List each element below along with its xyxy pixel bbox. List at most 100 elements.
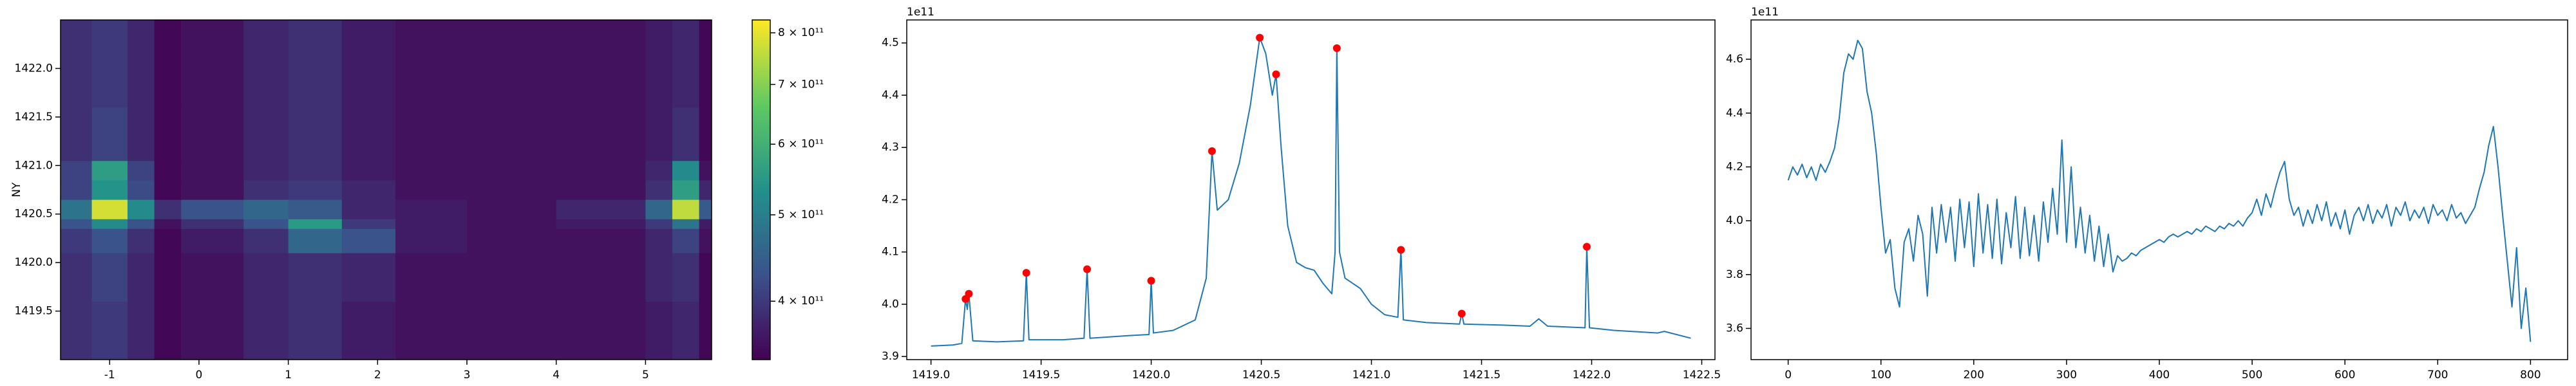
colorbar-segment bbox=[752, 326, 770, 329]
y-tick-label: 4.0 bbox=[882, 298, 899, 311]
colorbar-segment bbox=[752, 25, 770, 29]
heatmap-cell bbox=[243, 219, 289, 229]
colorbar-segment bbox=[752, 68, 770, 71]
heatmap-cell bbox=[467, 199, 557, 219]
y-tick-label: 3.8 bbox=[1726, 268, 1743, 281]
colorbar-segment bbox=[752, 322, 770, 326]
heatmap-cell bbox=[699, 301, 712, 360]
colorbar-segment bbox=[752, 48, 770, 51]
colorbar-segment bbox=[752, 348, 770, 352]
heatmap-cell bbox=[699, 179, 712, 200]
data-line bbox=[931, 37, 1691, 347]
y-tick-label: 4.1 bbox=[882, 246, 899, 259]
heatmap-cell bbox=[181, 179, 244, 200]
colorbar-segment bbox=[752, 102, 770, 106]
x-tick-label: 5 bbox=[642, 369, 649, 381]
heatmap-cell bbox=[467, 253, 557, 302]
x-tick-label: 200 bbox=[1964, 369, 1984, 381]
colorbar-segment bbox=[752, 172, 770, 176]
y-tick-label: 1421.0 bbox=[15, 159, 53, 172]
heatmap-cell bbox=[243, 160, 289, 181]
colorbar-segment bbox=[752, 37, 770, 41]
heatmap-cell bbox=[61, 301, 93, 360]
peak-marker bbox=[1272, 70, 1280, 78]
heatmap-cell bbox=[645, 199, 673, 219]
colorbar-segment bbox=[752, 176, 770, 179]
colorbar-segment bbox=[752, 73, 770, 77]
heatmap-cell bbox=[556, 228, 646, 253]
heatmap-cell bbox=[243, 228, 289, 253]
y-tick-label: 1422.0 bbox=[15, 62, 53, 75]
heatmap-cell bbox=[181, 301, 244, 360]
peak-marker bbox=[1582, 243, 1591, 251]
x-tick-label: 1422.5 bbox=[1683, 369, 1721, 381]
colorbar-segment bbox=[752, 218, 770, 221]
colorbar-segment bbox=[752, 232, 770, 235]
colorbar-segment bbox=[752, 23, 770, 26]
colorbar-frame bbox=[752, 19, 771, 360]
heatmap-cell bbox=[672, 107, 700, 161]
heatmap-cell bbox=[91, 253, 128, 302]
heatmap-cell bbox=[672, 160, 700, 181]
colorbar-segment bbox=[752, 150, 770, 154]
colorbar-tick-label: 4 × 10¹¹ bbox=[778, 295, 824, 308]
colorbar-segment bbox=[752, 235, 770, 239]
colorbar-segment bbox=[752, 340, 770, 344]
heatmap-cell bbox=[645, 20, 673, 108]
colorbar-segment bbox=[752, 190, 770, 193]
colorbar-segment bbox=[752, 320, 770, 324]
heatmap-cell bbox=[128, 301, 155, 360]
colorbar-segment bbox=[752, 51, 770, 55]
heatmap-cell bbox=[556, 179, 646, 200]
heatmap-cell bbox=[341, 199, 396, 219]
y-tick-label: 1420.0 bbox=[15, 256, 53, 269]
colorbar-segment bbox=[752, 116, 770, 120]
colorbar-segment bbox=[752, 181, 770, 185]
colorbar-segment bbox=[752, 204, 770, 207]
colorbar-segment bbox=[752, 119, 770, 122]
axis-offset-label: 1e11 bbox=[1751, 6, 1779, 19]
heatmap-cell bbox=[181, 160, 244, 181]
peak-marker bbox=[1457, 309, 1466, 318]
heatmap-cell bbox=[341, 228, 396, 253]
colorbar-segment bbox=[752, 223, 770, 227]
heatmap-cell bbox=[645, 107, 673, 161]
colorbar-segment bbox=[752, 87, 770, 91]
x-tick-label: 1421.5 bbox=[1463, 369, 1501, 381]
colorbar-segment bbox=[752, 212, 770, 216]
colorbar-segment bbox=[752, 201, 770, 205]
heatmap-cell bbox=[645, 219, 673, 229]
colorbar-segment bbox=[752, 215, 770, 219]
x-tick-label: 0 bbox=[196, 369, 203, 381]
heatmap-cell bbox=[243, 20, 289, 108]
heatmap-cell bbox=[243, 107, 289, 161]
heatmap-cell bbox=[395, 199, 468, 219]
y-tick-label: 3.9 bbox=[882, 350, 899, 363]
heatmap-cell bbox=[91, 219, 128, 229]
y-axis-label: NY bbox=[10, 182, 23, 198]
colorbar-segment bbox=[752, 221, 770, 225]
colorbar-segment bbox=[752, 263, 770, 267]
heatmap-cell bbox=[556, 301, 646, 360]
y-tick-label: 1419.5 bbox=[15, 305, 53, 318]
heatmap-cell bbox=[61, 107, 93, 161]
heatmap-cell bbox=[645, 179, 673, 200]
y-tick-label: 3.6 bbox=[1726, 322, 1743, 335]
colorbar-segment bbox=[752, 289, 770, 292]
heatmap-cell bbox=[288, 301, 343, 360]
colorbar-segment bbox=[752, 271, 770, 275]
colorbar-segment bbox=[752, 138, 770, 142]
x-tick-label: 300 bbox=[2056, 369, 2077, 381]
heatmap-cell bbox=[699, 228, 712, 253]
peak-marker bbox=[1208, 147, 1216, 155]
colorbar-tick-label: 8 × 10¹¹ bbox=[778, 26, 824, 39]
colorbar-segment bbox=[752, 331, 770, 335]
heatmap-cell bbox=[91, 20, 128, 108]
heatmap-cell bbox=[128, 199, 155, 219]
colorbar-segment bbox=[752, 71, 770, 75]
heatmap-cell bbox=[288, 199, 343, 219]
heatmap-cell bbox=[556, 160, 646, 181]
colorbar-segment bbox=[752, 105, 770, 108]
colorbar-segment bbox=[752, 133, 770, 136]
colorbar-segment bbox=[752, 246, 770, 250]
